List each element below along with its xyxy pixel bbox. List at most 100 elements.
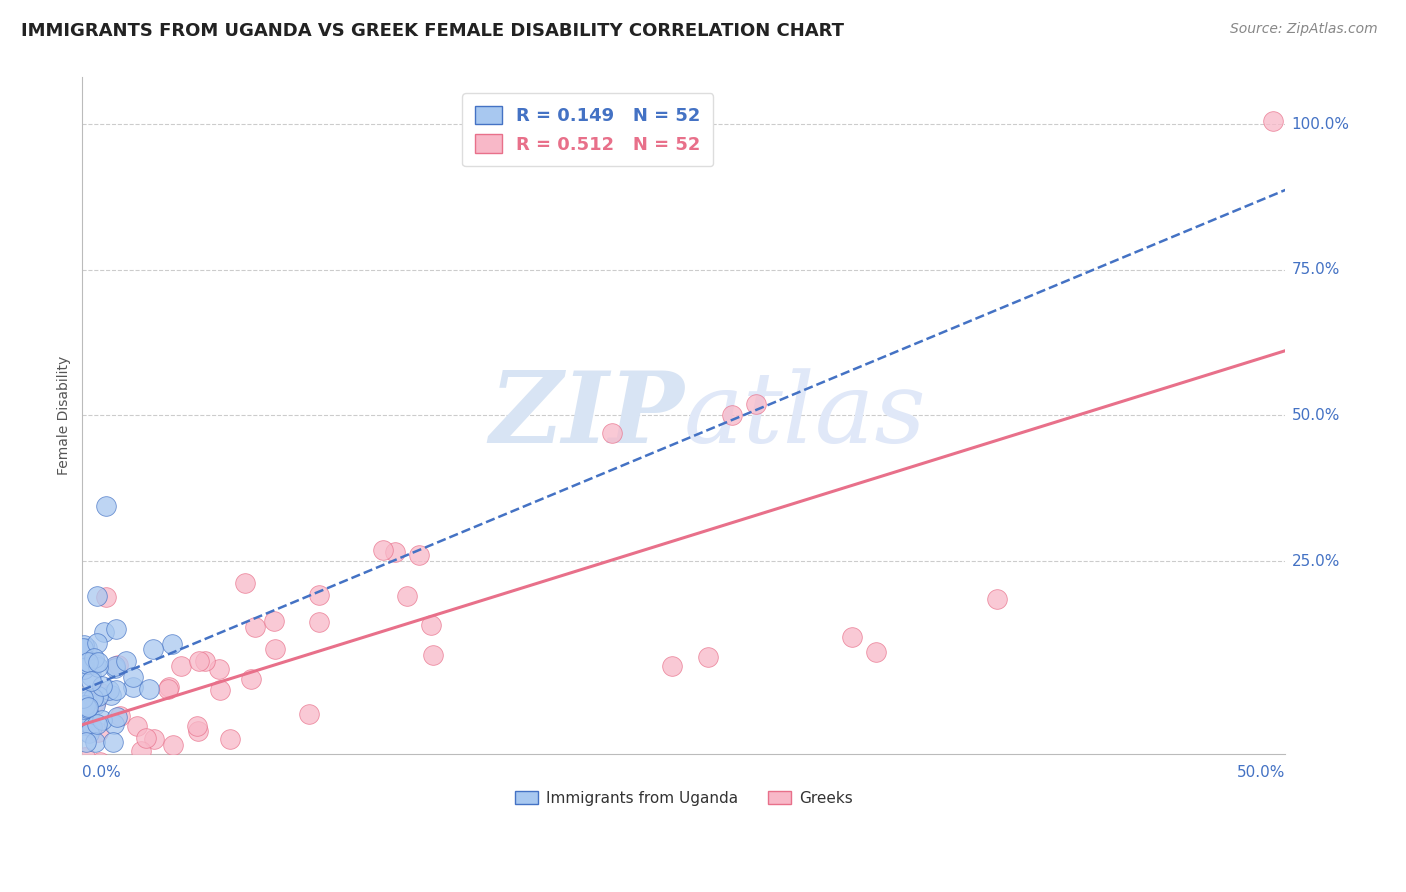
- Point: [233, 576, 256, 591]
- Point: [263, 614, 285, 628]
- Point: [157, 680, 180, 694]
- Text: 50.0%: 50.0%: [1237, 765, 1285, 780]
- Point: [93, 625, 115, 640]
- Point: [72, 698, 94, 713]
- Point: [84, 693, 107, 707]
- Point: [97, 682, 120, 697]
- Point: [77, 710, 100, 724]
- Point: [73, 639, 96, 653]
- Point: [186, 719, 208, 733]
- Point: [76, 701, 98, 715]
- Point: [80, 669, 103, 683]
- Point: [83, 651, 105, 665]
- Point: [371, 542, 394, 557]
- Point: [865, 644, 887, 658]
- Point: [105, 682, 128, 697]
- Point: [122, 680, 145, 694]
- Point: [73, 656, 96, 670]
- Point: [104, 658, 127, 673]
- Point: [86, 717, 108, 731]
- Point: [72, 714, 94, 728]
- Point: [841, 630, 863, 644]
- Point: [105, 710, 128, 724]
- Point: [86, 589, 108, 603]
- Point: [600, 425, 623, 440]
- Point: [76, 694, 98, 708]
- Point: [142, 732, 165, 747]
- Point: [194, 654, 217, 668]
- Point: [75, 698, 97, 712]
- Point: [77, 700, 100, 714]
- Point: [86, 655, 108, 669]
- Text: IMMIGRANTS FROM UGANDA VS GREEK FEMALE DISABILITY CORRELATION CHART: IMMIGRANTS FROM UGANDA VS GREEK FEMALE D…: [21, 22, 844, 40]
- Point: [76, 640, 98, 655]
- Text: 0.0%: 0.0%: [83, 765, 121, 780]
- Point: [269, 770, 291, 784]
- Point: [100, 688, 122, 702]
- Point: [122, 670, 145, 684]
- Point: [396, 589, 419, 603]
- Point: [84, 657, 107, 672]
- Point: [77, 707, 100, 722]
- Text: 75.0%: 75.0%: [1291, 262, 1340, 277]
- Point: [239, 672, 262, 686]
- Y-axis label: Female Disability: Female Disability: [58, 356, 72, 475]
- Point: [156, 681, 179, 696]
- Point: [90, 686, 112, 700]
- Point: [115, 655, 138, 669]
- Point: [104, 622, 127, 636]
- Point: [103, 716, 125, 731]
- Point: [104, 660, 127, 674]
- Text: 25.0%: 25.0%: [1291, 554, 1340, 569]
- Point: [73, 662, 96, 676]
- Point: [89, 756, 111, 770]
- Point: [745, 397, 768, 411]
- Point: [80, 721, 103, 735]
- Point: [77, 708, 100, 723]
- Point: [87, 770, 110, 784]
- Point: [72, 641, 94, 656]
- Point: [187, 724, 209, 739]
- Point: [87, 689, 110, 703]
- Point: [83, 735, 105, 749]
- Point: [86, 636, 108, 650]
- Text: ZIP: ZIP: [489, 368, 683, 464]
- Point: [91, 713, 114, 727]
- Point: [384, 545, 406, 559]
- Point: [298, 707, 321, 722]
- Point: [72, 691, 94, 706]
- Point: [422, 648, 444, 662]
- Point: [160, 637, 183, 651]
- Point: [141, 641, 163, 656]
- Text: atlas: atlas: [683, 368, 927, 463]
- Point: [696, 650, 718, 665]
- Point: [208, 683, 231, 698]
- Point: [308, 588, 330, 602]
- Point: [129, 744, 152, 758]
- Point: [77, 726, 100, 740]
- Point: [79, 719, 101, 733]
- Point: [96, 499, 118, 513]
- Point: [187, 654, 209, 668]
- Point: [76, 657, 98, 671]
- Point: [108, 709, 131, 723]
- Point: [96, 590, 118, 604]
- Point: [1263, 114, 1285, 128]
- Point: [73, 702, 96, 716]
- Point: [661, 659, 683, 673]
- Text: Source: ZipAtlas.com: Source: ZipAtlas.com: [1230, 22, 1378, 37]
- Point: [87, 659, 110, 673]
- Point: [162, 738, 184, 752]
- Point: [264, 642, 287, 657]
- Text: 100.0%: 100.0%: [1291, 117, 1350, 131]
- Point: [87, 724, 110, 739]
- Point: [138, 681, 160, 696]
- Point: [125, 719, 148, 733]
- Point: [986, 592, 1008, 607]
- Text: 50.0%: 50.0%: [1291, 408, 1340, 423]
- Point: [218, 731, 240, 746]
- Point: [420, 618, 443, 632]
- Point: [91, 679, 114, 693]
- Point: [75, 735, 97, 749]
- Point: [135, 731, 157, 746]
